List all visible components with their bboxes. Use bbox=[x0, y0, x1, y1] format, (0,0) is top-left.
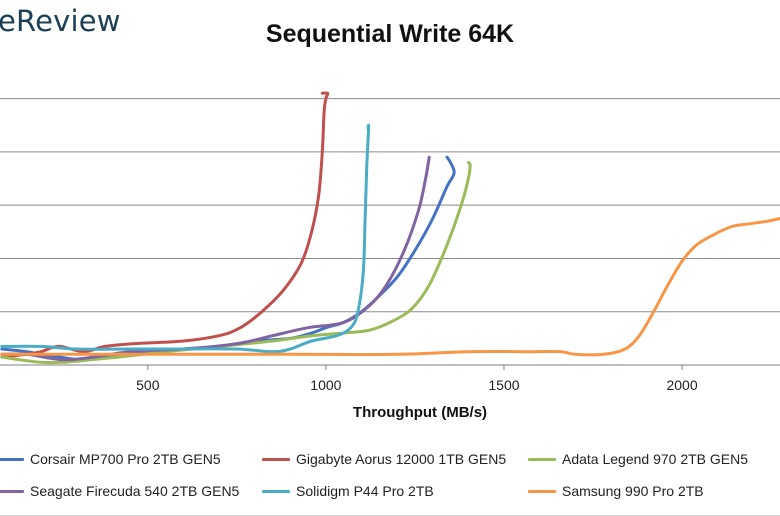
series-line-4 bbox=[0, 155, 431, 362]
series-line-2 bbox=[0, 91, 330, 359]
legend-swatch bbox=[0, 489, 24, 493]
legend-label: Seagate Firecuda 540 2TB GEN5 bbox=[30, 483, 240, 499]
legend-swatch bbox=[262, 457, 290, 461]
legend-label: Solidigm P44 Pro 2TB bbox=[296, 483, 434, 499]
series-line-3 bbox=[0, 161, 472, 365]
legend-item: Gigabyte Aorus 12000 1TB GEN5 bbox=[262, 448, 506, 470]
x-tick-label: 500 bbox=[136, 377, 160, 393]
x-tick-label: 2000 bbox=[666, 377, 697, 393]
legend-item: Corsair MP700 Pro 2TB GEN5 bbox=[0, 448, 221, 470]
brand-logo: eReview bbox=[0, 4, 121, 38]
legend-swatch bbox=[262, 489, 290, 493]
chart-title: Sequential Write 64K bbox=[265, 20, 515, 48]
legend-label: Corsair MP700 Pro 2TB GEN5 bbox=[30, 451, 221, 467]
x-tick-label: 1500 bbox=[488, 377, 519, 393]
legend-swatch bbox=[0, 457, 24, 461]
legend-item: Solidigm P44 Pro 2TB bbox=[262, 480, 434, 502]
x-axis-ticks: 500 1000 1500 2000 bbox=[136, 365, 698, 393]
series-line-6 bbox=[0, 217, 780, 357]
legend-item: Adata Legend 970 2TB GEN5 bbox=[528, 448, 748, 470]
series-lines bbox=[0, 91, 780, 365]
legend-item: Seagate Firecuda 540 2TB GEN5 bbox=[0, 480, 239, 502]
x-tick-label: 1000 bbox=[310, 377, 341, 393]
legend-swatch bbox=[528, 457, 556, 461]
legend-item: Samsung 990 Pro 2TB bbox=[528, 480, 704, 502]
gridlines bbox=[0, 98, 780, 313]
legend-label: Samsung 990 Pro 2TB bbox=[562, 483, 704, 499]
legend: Corsair MP700 Pro 2TB GEN5 Gigabyte Aorus… bbox=[0, 448, 780, 508]
legend-label: Gigabyte Aorus 12000 1TB GEN5 bbox=[296, 451, 507, 467]
legend-label: Adata Legend 970 2TB GEN5 bbox=[562, 451, 749, 467]
x-axis-label: Throughput (MB/s) bbox=[353, 404, 487, 421]
legend-swatch bbox=[528, 489, 556, 493]
series-line-5 bbox=[0, 123, 371, 354]
